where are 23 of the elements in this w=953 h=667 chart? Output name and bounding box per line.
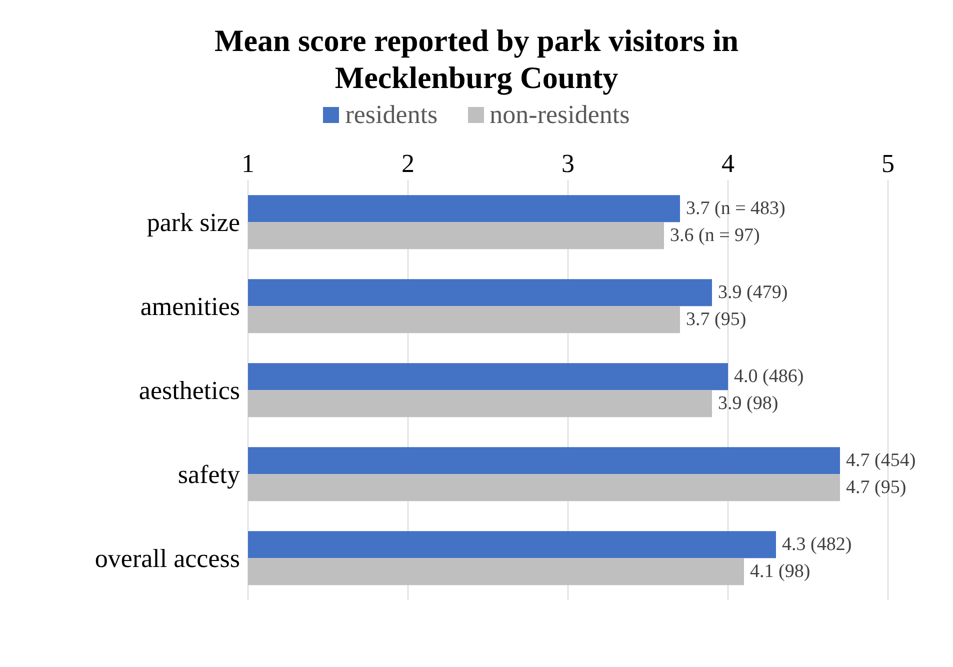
data-label: 3.6 (n = 97) <box>670 225 760 246</box>
data-label: 3.7 (n = 483) <box>686 198 786 220</box>
x-tick-label: 1 <box>242 149 254 178</box>
data-label: 4.0 (486) <box>734 366 804 388</box>
legend-label: residents <box>345 100 438 130</box>
data-label: 4.1 (98) <box>750 561 810 582</box>
data-label: 3.9 (479) <box>718 282 788 304</box>
data-label: 4.3 (482) <box>782 534 852 556</box>
data-label: 4.7 (454) <box>846 450 916 472</box>
y-tick-label: park size <box>146 208 240 238</box>
x-tick-label: 3 <box>562 149 574 178</box>
x-tick-label: 2 <box>402 149 414 178</box>
y-tick-label: amenities <box>140 292 240 322</box>
y-tick-label: safety <box>178 460 240 490</box>
data-label: 4.7 (95) <box>846 477 906 498</box>
x-tick-label: 4 <box>722 149 734 178</box>
chart-title: Mean score reported by park visitors in Mecklenburg County <box>213 22 740 96</box>
data-label: 3.9 (98) <box>718 393 778 414</box>
y-tick-label: overall access <box>94 544 240 574</box>
y-tick-label: aesthetics <box>138 376 240 406</box>
data-label: 3.7 (95) <box>686 309 746 330</box>
x-tick-label: 5 <box>882 149 894 178</box>
legend-label: non-residents <box>490 100 630 130</box>
